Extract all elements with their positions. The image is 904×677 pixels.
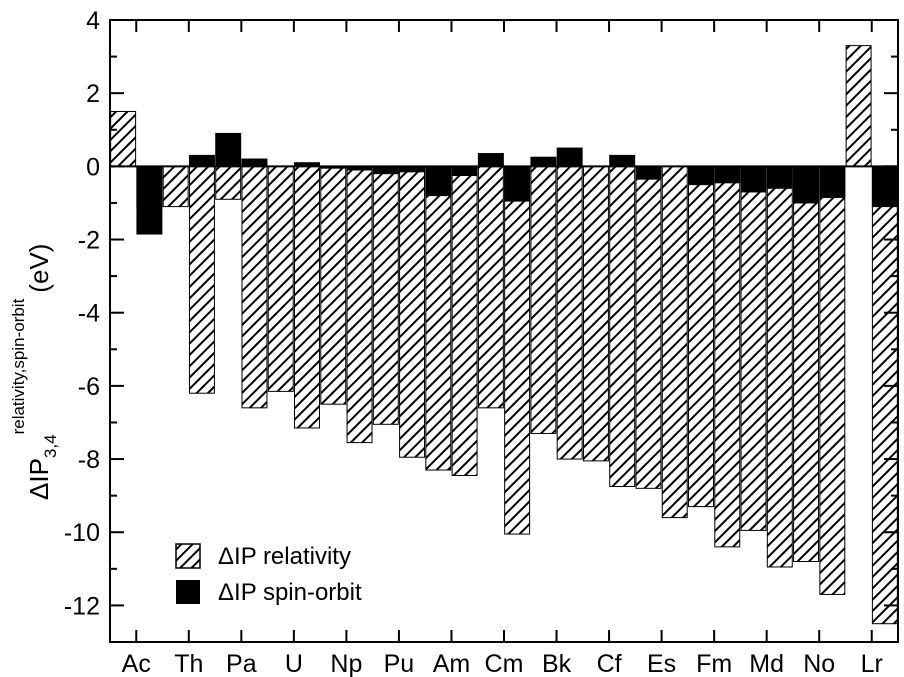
- bar-relativity-pa-left: [215, 165, 242, 200]
- bar-spin-orbit-bk-right: [556, 147, 583, 167]
- bar-relativity-fm-right: [714, 165, 741, 548]
- ylabel-base: ΔIP: [24, 458, 54, 500]
- y-tick-label: 0: [86, 153, 100, 181]
- legend-label-spin-orbit: ΔIP spin-orbit: [218, 579, 362, 606]
- legend-label-relativity: ΔIP relativity: [218, 543, 351, 570]
- bar-relativity-cf-right: [609, 165, 636, 487]
- bar-relativity-th-left: [162, 165, 189, 208]
- bar-relativity-cf-left: [582, 165, 609, 462]
- bar-relativity-pa-right: [241, 165, 268, 409]
- x-category-label-cm: Cm: [485, 650, 524, 677]
- bar-relativity-lr-left: [845, 45, 872, 167]
- bar-relativity-np-left: [320, 165, 347, 405]
- ticks-layer: -12 -10 -8 -6 -4 -2 0 2 4 Ac Th Pa U Np Pu Am Cm Bk Cf Es Fm…: [64, 7, 898, 677]
- bar-spin-orbit-ac-right: [136, 165, 163, 235]
- y-tick-label: -2: [78, 227, 100, 255]
- ylabel-unit: (eV): [24, 244, 54, 293]
- bar-relativity-ac-left: [110, 110, 137, 167]
- bar-spin-orbit-pa-right: [241, 158, 268, 167]
- bar-relativity-u-right: [294, 165, 320, 429]
- x-category-label-no: No: [803, 650, 835, 677]
- x-category-label-bk: Bk: [542, 650, 572, 677]
- bar-relativity-pu-left: [372, 165, 399, 425]
- y-tick-label: 2: [86, 80, 100, 108]
- bar-relativity-np-right: [346, 165, 373, 444]
- bar-spin-orbit-pu-left: [372, 165, 399, 175]
- bar-spin-orbit-es-left: [635, 165, 662, 180]
- bar-relativity-cm-left: [477, 165, 504, 409]
- bar-relativity-pu-right: [399, 165, 426, 458]
- x-category-label-md: Md: [749, 650, 784, 677]
- bar-spin-orbit-md-left: [740, 165, 767, 193]
- bar-relativity-th-right: [188, 165, 215, 394]
- bar-relativity-es-right: [661, 165, 688, 519]
- x-category-label-th: Th: [174, 650, 203, 677]
- bar-spin-orbit-md-right: [766, 165, 793, 189]
- bar-spin-orbit-no-right: [819, 165, 846, 198]
- x-category-label-u: U: [285, 650, 303, 677]
- bar-spin-orbit-lr-right: [871, 165, 898, 208]
- legend-swatch-spin-orbit: [176, 580, 200, 604]
- bar-relativity-lr-right: [871, 165, 898, 625]
- x-category-label-am: Am: [433, 650, 471, 677]
- bar-spin-orbit-fm-left: [688, 165, 714, 186]
- bar-spin-orbit-cm-right: [504, 165, 531, 202]
- bar-relativity-md-right: [766, 165, 793, 568]
- bar-spin-orbit-no-left: [793, 165, 820, 204]
- bar-spin-orbit-cf-right: [609, 154, 636, 167]
- bar-relativity-no-left: [793, 165, 820, 563]
- bar-relativity-cm-right: [504, 165, 531, 535]
- y-tick-label: -6: [78, 373, 100, 401]
- bar-relativity-fm-left: [688, 165, 714, 508]
- bar-relativity-u-left: [267, 165, 294, 392]
- bar-spin-orbit-pa-left: [215, 132, 242, 167]
- bar-relativity-am-left: [425, 165, 452, 471]
- ylabel-subscript: 3,4: [41, 434, 60, 458]
- bar-relativity-bk-right: [556, 165, 583, 460]
- bar-spin-orbit-am-left: [425, 165, 452, 197]
- bar-relativity-bk-left: [530, 165, 557, 434]
- ylabel-superscript: relativity,spin-orbit: [9, 298, 28, 434]
- bar-spin-orbit-am-right: [451, 165, 478, 176]
- x-category-label-np: Np: [330, 650, 362, 677]
- bar-spin-orbit-th-right: [188, 154, 215, 167]
- x-category-label-pa: Pa: [226, 650, 257, 677]
- bar-relativity-am-right: [451, 165, 478, 477]
- y-tick-label: -12: [64, 592, 100, 620]
- bar-spin-orbit-fm-right: [714, 165, 741, 184]
- x-category-label-es: Es: [647, 650, 676, 677]
- bar-spin-orbit-cm-left: [477, 153, 504, 167]
- y-tick-label: 4: [86, 7, 100, 35]
- x-category-label-fm: Fm: [696, 650, 732, 677]
- legend: ΔIP relativity ΔIP spin-orbit: [175, 543, 362, 606]
- svg-text:ΔIP3,4relativity,spin-orbit(eV: ΔIP3,4 relativity,spin-orbit (eV): [9, 244, 60, 500]
- y-tick-label: -8: [78, 446, 100, 474]
- y-tick-label: -4: [78, 300, 100, 328]
- x-category-label-cf: Cf: [597, 650, 622, 677]
- bar-relativity-no-right: [819, 165, 846, 595]
- bar-relativity-es-left: [635, 165, 662, 489]
- x-category-label-lr: Lr: [861, 650, 883, 677]
- legend-swatch-relativity: [175, 543, 201, 569]
- bar-relativity-md-left: [740, 165, 767, 531]
- y-tick-label: -10: [64, 519, 100, 547]
- y-axis-title: ΔIP3,4 relativity,spin-orbit (eV): [9, 244, 60, 500]
- x-category-label-ac: Ac: [122, 650, 151, 677]
- x-category-label-pu: Pu: [384, 650, 415, 677]
- bar-spin-orbit-bk-left: [530, 156, 557, 167]
- bars-layer: [110, 45, 898, 625]
